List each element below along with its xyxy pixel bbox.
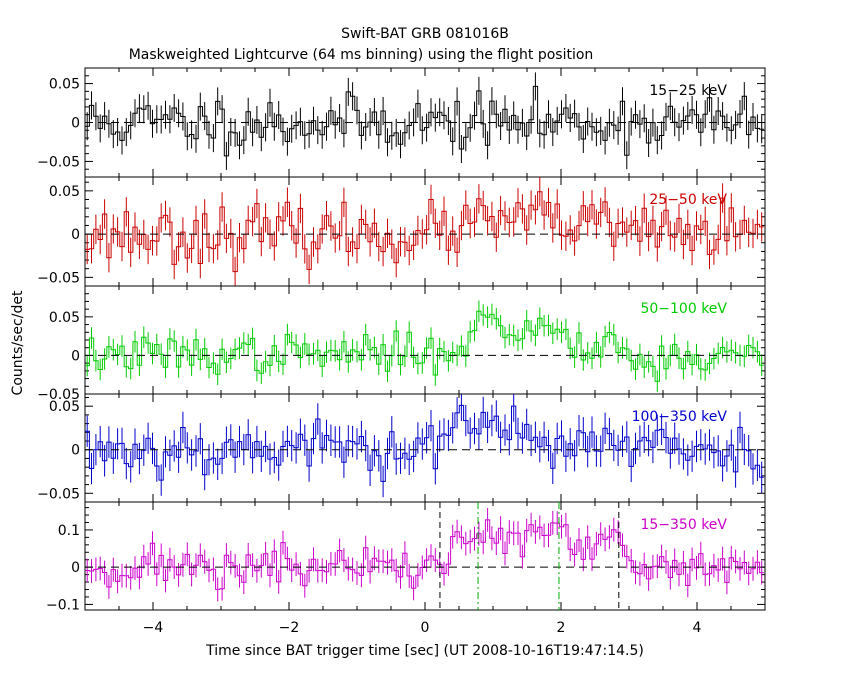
step-curve: [85, 85, 764, 157]
x-tick-labels: −4 −2 0 2 4: [143, 620, 702, 636]
y-tick-label: 0: [71, 227, 80, 243]
panel-label: 50−100 keV: [640, 301, 727, 317]
panel-label: 100−350 keV: [632, 409, 728, 425]
y-axis-label: Counts/sec/det: [10, 290, 26, 395]
x-axis-label: Time since BAT trigger time [sec] (UT 20…: [205, 643, 644, 659]
x-tick-label: 4: [693, 620, 702, 636]
series-15_25: [85, 72, 765, 170]
panel-15_350: 0.1 0 −0.1 15−350 keV: [46, 501, 766, 613]
y-tick-label: −0.05: [37, 387, 80, 403]
step-curve: [85, 519, 764, 590]
y-tick-label: 0: [71, 560, 80, 576]
y-tick-label: 0.1: [58, 523, 80, 539]
x-tick-label: 0: [421, 620, 430, 636]
x-tick-label: 2: [557, 620, 566, 636]
panel-label: 15−350 keV: [640, 517, 727, 533]
x-tick-label: −4: [143, 620, 164, 636]
panel-label: 25−50 keV: [649, 192, 727, 208]
panel-15_25: 0.05 0 −0.05 15−25 keV: [37, 67, 766, 178]
series-100_350: [85, 394, 765, 498]
y-tick-label: −0.1: [46, 597, 80, 613]
y-tick-label: −0.05: [37, 486, 80, 502]
y-tick-label: 0: [71, 348, 80, 364]
series-25_50: [85, 177, 765, 286]
y-tick-label: 0.05: [49, 184, 80, 200]
panel-50_100: 0.05 0 −0.05 50−100 keV: [37, 285, 766, 403]
step-curve: [85, 404, 764, 482]
series-15_350: [85, 502, 765, 610]
x-tick-label: −2: [279, 620, 300, 636]
panel-25_50: 0.05 0 −0.05 25−50 keV: [37, 176, 766, 287]
y-tick-label: 0: [71, 116, 80, 132]
y-tick-label: 0: [71, 443, 80, 459]
panel-100_350: 0.05 0 −0.05 100−350 keV: [37, 393, 766, 503]
y-tick-label: 0.05: [49, 77, 80, 93]
y-tick-label: 0.05: [49, 399, 80, 415]
y-tick-label: 0.05: [49, 310, 80, 326]
chart-subtitle: Maskweighted Lightcurve (64 ms binning) …: [129, 47, 594, 63]
y-tick-label: −0.05: [37, 270, 80, 286]
panel-label: 15−25 keV: [649, 83, 727, 99]
series-50_100: [85, 300, 765, 392]
y-tick-label: −0.05: [37, 154, 80, 170]
chart-title: Swift-BAT GRB 081016B: [341, 26, 509, 42]
